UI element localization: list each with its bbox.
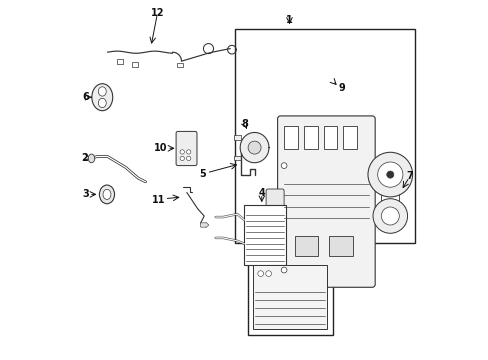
Bar xyxy=(294,236,318,256)
Text: 1: 1 xyxy=(285,15,292,25)
Ellipse shape xyxy=(103,189,111,199)
Circle shape xyxy=(281,163,286,168)
Circle shape xyxy=(180,156,184,161)
Circle shape xyxy=(186,150,190,154)
Text: 6: 6 xyxy=(82,92,89,102)
Circle shape xyxy=(247,141,261,154)
FancyArrow shape xyxy=(233,156,241,160)
FancyBboxPatch shape xyxy=(176,131,197,166)
Bar xyxy=(235,29,415,243)
Ellipse shape xyxy=(98,87,106,96)
Text: 11: 11 xyxy=(152,195,165,205)
Bar xyxy=(177,63,182,67)
Circle shape xyxy=(372,199,407,233)
Circle shape xyxy=(265,271,271,276)
FancyArrow shape xyxy=(200,222,208,228)
Ellipse shape xyxy=(99,185,114,204)
Ellipse shape xyxy=(98,98,106,108)
Text: 12: 12 xyxy=(150,8,164,18)
Circle shape xyxy=(186,156,190,161)
Text: 3: 3 xyxy=(82,189,89,199)
Text: 5: 5 xyxy=(199,168,206,179)
Circle shape xyxy=(180,150,184,154)
Text: 10: 10 xyxy=(154,143,167,153)
Circle shape xyxy=(281,267,286,273)
Bar xyxy=(132,62,137,67)
Text: 4: 4 xyxy=(258,188,264,198)
FancyBboxPatch shape xyxy=(265,189,284,221)
Bar xyxy=(328,236,352,256)
Bar xyxy=(303,126,317,149)
Circle shape xyxy=(381,207,399,225)
Text: 2: 2 xyxy=(81,153,87,163)
Circle shape xyxy=(367,152,412,197)
Ellipse shape xyxy=(88,154,95,163)
Bar xyxy=(323,126,337,149)
Polygon shape xyxy=(240,132,268,163)
Bar xyxy=(343,126,356,149)
Bar xyxy=(244,205,285,265)
Bar xyxy=(253,265,326,329)
Circle shape xyxy=(386,171,393,178)
Bar xyxy=(117,59,123,64)
Text: 7: 7 xyxy=(405,171,412,181)
Text: 8: 8 xyxy=(241,119,248,129)
Circle shape xyxy=(377,162,402,187)
Ellipse shape xyxy=(92,84,113,111)
Circle shape xyxy=(257,271,263,276)
Bar xyxy=(284,126,297,149)
FancyBboxPatch shape xyxy=(277,116,374,287)
FancyArrow shape xyxy=(233,135,241,140)
Bar xyxy=(247,259,332,335)
Text: 9: 9 xyxy=(338,83,345,93)
